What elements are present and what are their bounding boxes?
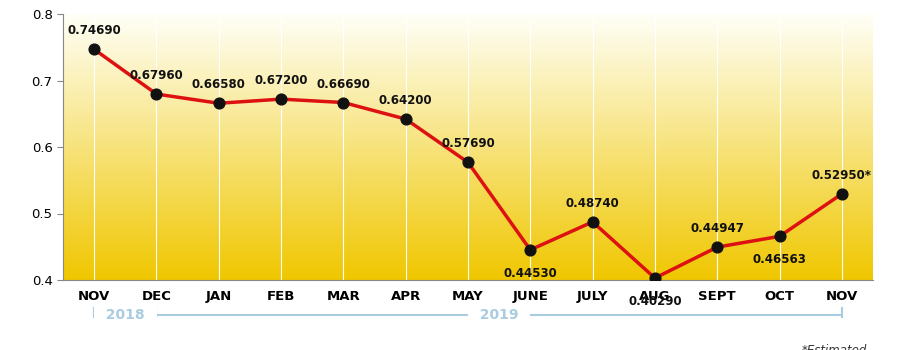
Point: [834, 191, 849, 197]
Text: 0.66580: 0.66580: [192, 78, 246, 91]
Point: [149, 91, 164, 97]
Text: 0.46563: 0.46563: [752, 253, 806, 266]
Point: [710, 244, 724, 250]
Point: [461, 160, 475, 165]
Text: 0.64200: 0.64200: [379, 94, 433, 107]
Text: 0.67960: 0.67960: [130, 69, 184, 82]
Point: [585, 219, 599, 225]
Point: [399, 116, 413, 122]
Point: [87, 47, 102, 52]
Text: 2018: 2018: [96, 308, 155, 322]
Point: [648, 275, 662, 281]
Text: 0.52950*: 0.52950*: [812, 169, 872, 182]
Text: 0.44530: 0.44530: [503, 266, 557, 280]
Point: [212, 100, 226, 106]
Point: [523, 247, 537, 253]
Text: 0.57690: 0.57690: [441, 138, 495, 150]
Point: [337, 100, 351, 105]
Text: 0.67200: 0.67200: [255, 74, 308, 87]
Text: 0.48740: 0.48740: [566, 197, 619, 210]
Text: 2019: 2019: [470, 308, 528, 322]
Text: 0.40290: 0.40290: [628, 295, 681, 308]
Point: [772, 233, 787, 239]
Text: 0.74690: 0.74690: [68, 25, 121, 37]
Point: [274, 96, 288, 102]
Text: 0.66690: 0.66690: [317, 78, 370, 91]
Text: *Estimated: *Estimated: [801, 344, 867, 350]
Text: 0.44947: 0.44947: [690, 222, 744, 235]
